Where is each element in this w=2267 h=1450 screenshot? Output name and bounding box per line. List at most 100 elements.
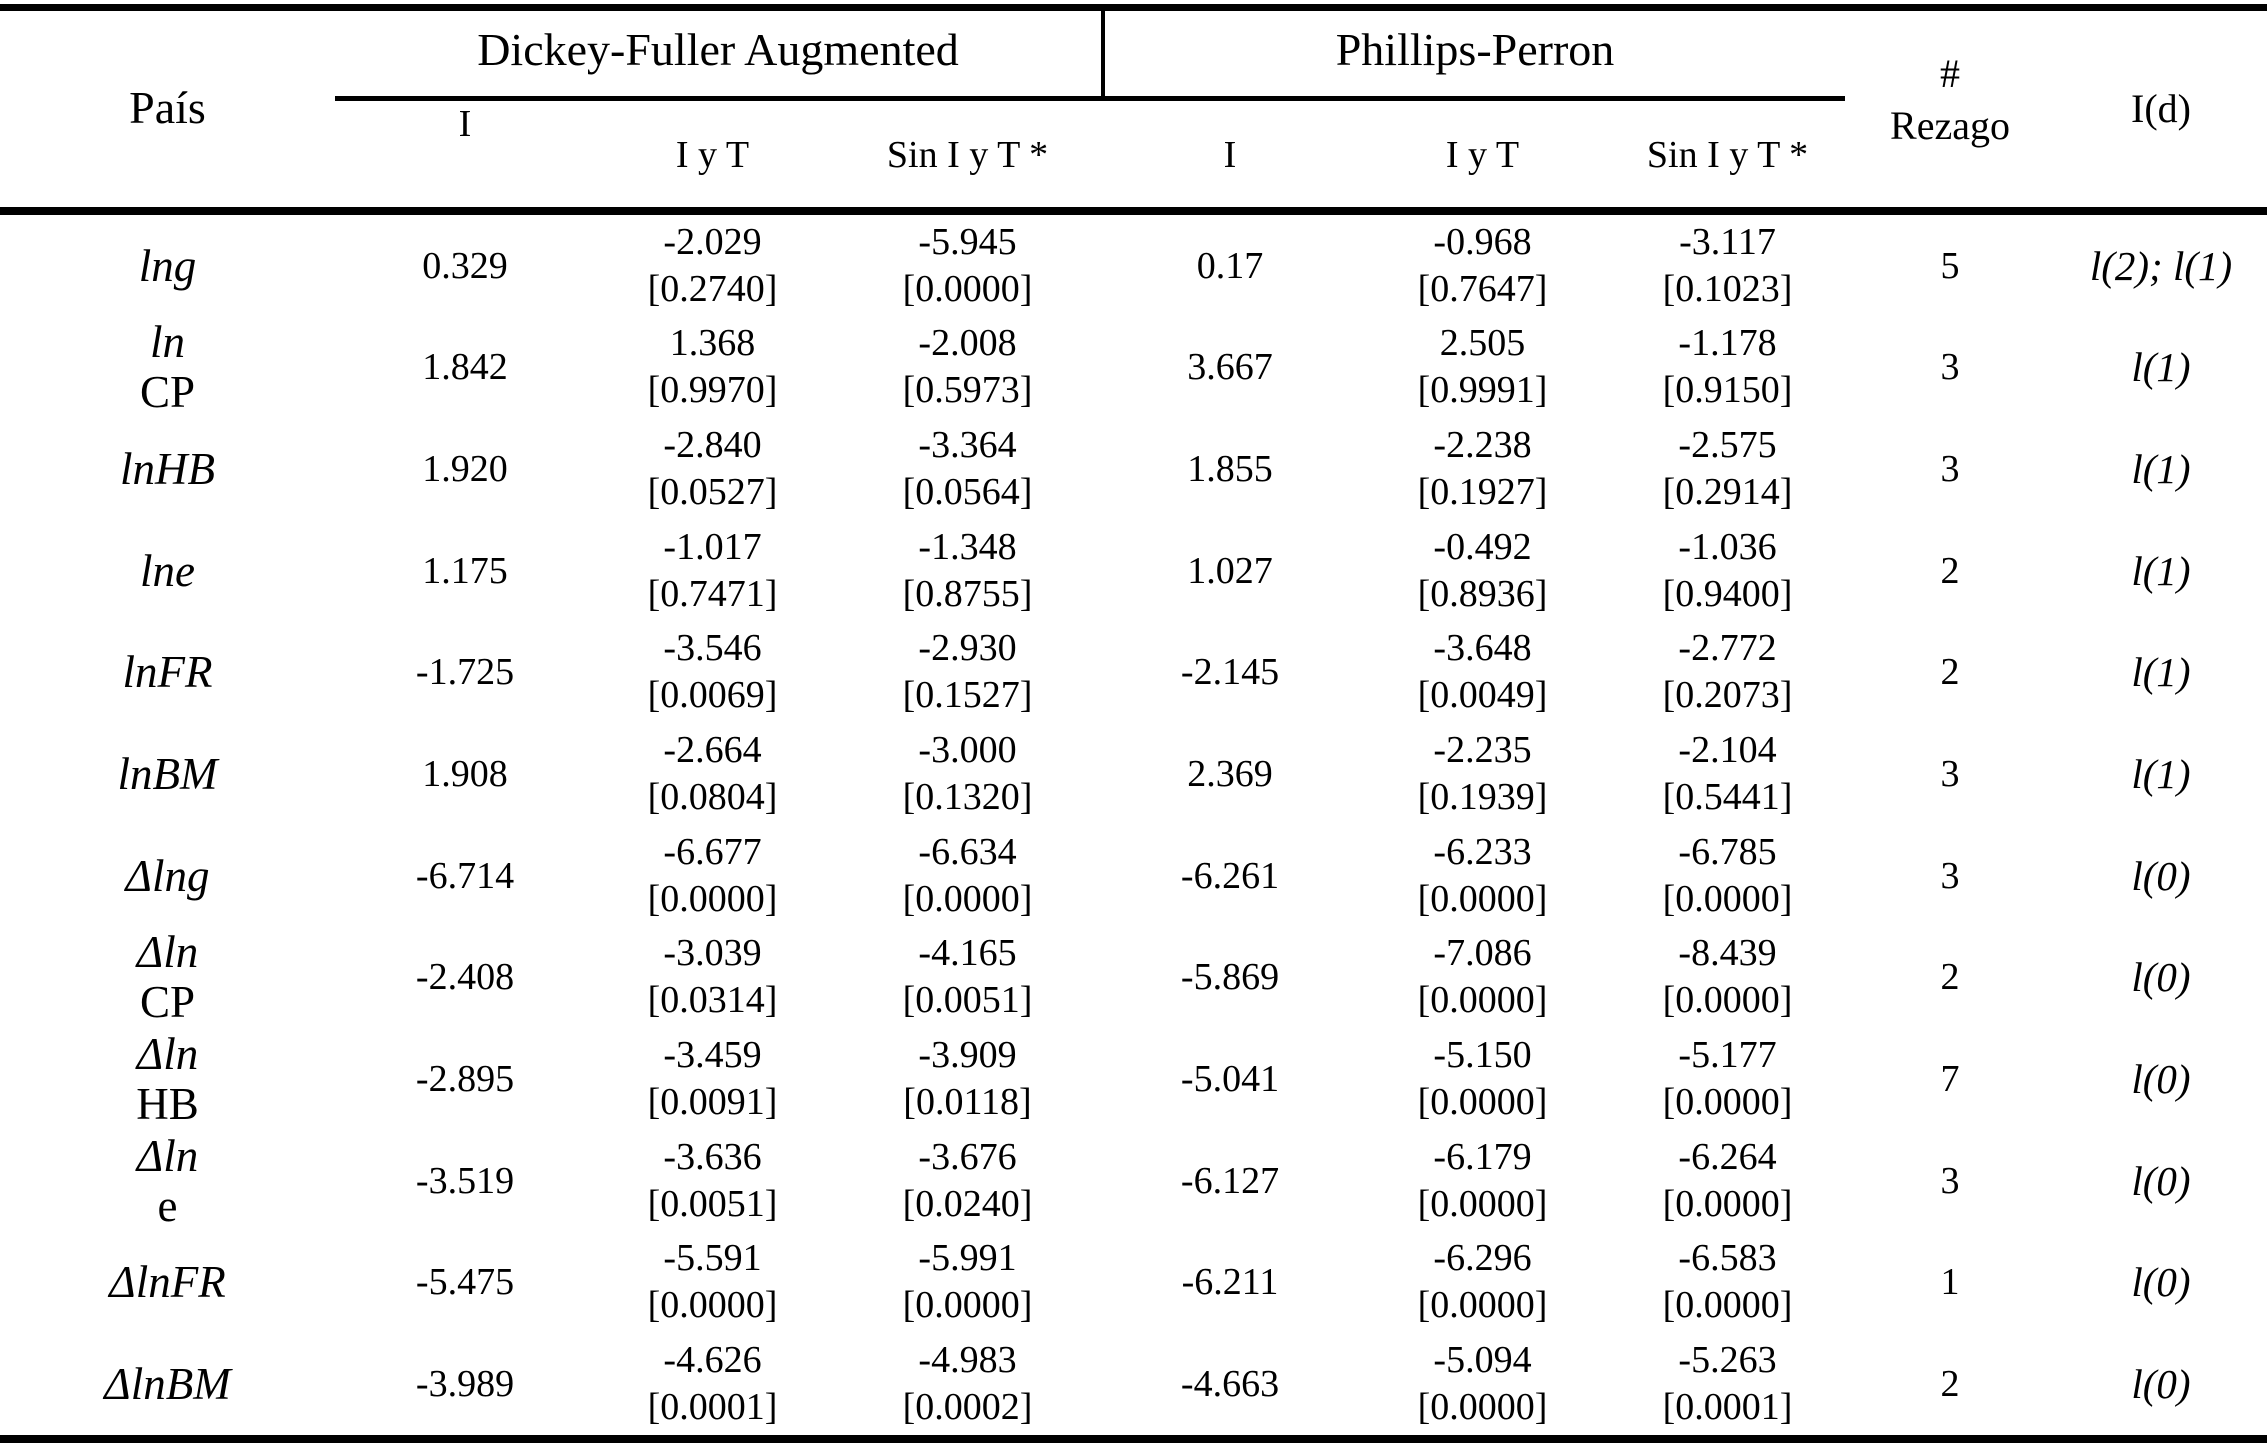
dfa-sin-value: -6.634 [0.0000] bbox=[902, 830, 1033, 920]
dfa-iyt-value: -1.017 [0.7471] bbox=[647, 525, 778, 615]
pp-iyt-value: 2.505 [0.9991] bbox=[1417, 322, 1548, 412]
dfa-iyt-value: -4.626 [0.0001] bbox=[647, 1339, 778, 1429]
row-label: lne bbox=[140, 545, 195, 596]
pp-i-value: -2.145 bbox=[1180, 651, 1280, 694]
dfa-sin-value: -4.983 [0.0002] bbox=[902, 1339, 1033, 1429]
pp-sin-value: -2.575 [0.2914] bbox=[1662, 424, 1793, 514]
pp-i-value: 1.855 bbox=[1187, 448, 1273, 491]
rezago-value: 1 bbox=[1940, 1261, 1960, 1304]
dfa-sin-value: -5.991 [0.0000] bbox=[902, 1237, 1033, 1327]
pp-i-value: -6.261 bbox=[1180, 854, 1280, 897]
id-value: l(0) bbox=[2131, 1259, 2191, 1306]
subheader-dfa-i: I bbox=[458, 103, 472, 145]
pp-i-value: 1.027 bbox=[1187, 549, 1273, 592]
column-header-id: I(d) bbox=[2131, 86, 2191, 131]
rezago-value: 3 bbox=[1940, 753, 1960, 796]
row-label: Δln CP bbox=[136, 927, 199, 1028]
header-bottom-rule bbox=[0, 207, 2267, 215]
subheader-pp-sin: Sin I y T * bbox=[1646, 134, 1809, 176]
pp-sin-value: -1.178 [0.9150] bbox=[1662, 322, 1793, 412]
subheader-dfa-iyt: I y T bbox=[675, 134, 750, 176]
dfa-i-value: -2.408 bbox=[415, 956, 515, 999]
pp-i-value: 2.369 bbox=[1187, 753, 1273, 796]
dfa-i-value: -3.989 bbox=[415, 1363, 515, 1406]
dfa-i-value: -1.725 bbox=[415, 651, 515, 694]
row-label: Δlng bbox=[125, 850, 210, 901]
column-header-pais: País bbox=[129, 82, 206, 133]
rezago-value: 2 bbox=[1940, 651, 1960, 694]
subheader-dfa-sin: Sin I y T * bbox=[886, 134, 1049, 176]
pp-i-value: 3.667 bbox=[1187, 346, 1273, 389]
group-underline bbox=[335, 96, 1845, 101]
id-value: l(1) bbox=[2131, 649, 2191, 696]
pp-iyt-value: -3.648 [0.0049] bbox=[1417, 627, 1548, 717]
dfa-i-value: 1.842 bbox=[422, 346, 508, 389]
dfa-i-value: -5.475 bbox=[415, 1261, 515, 1304]
dfa-sin-value: -4.165 [0.0051] bbox=[902, 932, 1033, 1022]
dfa-i-value: -3.519 bbox=[415, 1159, 515, 1202]
rezago-header-line2: Rezago bbox=[1890, 103, 2010, 148]
dfa-sin-value: -3.676 [0.0240] bbox=[902, 1135, 1033, 1225]
pp-sin-value: -3.117 [0.1023] bbox=[1662, 220, 1793, 310]
dfa-sin-value: -3.364 [0.0564] bbox=[902, 424, 1033, 514]
id-value: l(0) bbox=[2131, 1157, 2191, 1204]
dfa-iyt-value: -6.677 [0.0000] bbox=[647, 830, 778, 920]
pp-iyt-value: -2.238 [0.1927] bbox=[1417, 424, 1548, 514]
row-label: ΔlnBM bbox=[104, 1359, 231, 1410]
pp-iyt-value: -6.296 [0.0000] bbox=[1417, 1237, 1548, 1327]
dfa-sin-value: -3.909 [0.0118] bbox=[903, 1034, 1032, 1124]
dfa-sin-value: -3.000 [0.1320] bbox=[902, 729, 1033, 819]
pp-i-value: -5.041 bbox=[1180, 1058, 1280, 1101]
pp-sin-value: -5.263 [0.0001] bbox=[1662, 1339, 1793, 1429]
rezago-value: 2 bbox=[1940, 1363, 1960, 1406]
dfa-iyt-value: 1.368 [0.9970] bbox=[647, 322, 778, 412]
pp-sin-value: -6.583 [0.0000] bbox=[1662, 1237, 1793, 1327]
pp-i-value: -6.127 bbox=[1180, 1159, 1280, 1202]
rezago-value: 3 bbox=[1940, 854, 1960, 897]
id-value: l(0) bbox=[2131, 852, 2191, 899]
pp-iyt-value: -7.086 [0.0000] bbox=[1417, 932, 1548, 1022]
pp-iyt-value: -2.235 [0.1939] bbox=[1417, 729, 1548, 819]
id-value: l(1) bbox=[2131, 547, 2191, 594]
dfa-iyt-value: -3.546 [0.0069] bbox=[647, 627, 778, 717]
row-label: lng bbox=[138, 240, 197, 291]
pp-iyt-value: -0.968 [0.7647] bbox=[1417, 220, 1548, 310]
pp-sin-value: -1.036 [0.9400] bbox=[1662, 525, 1793, 615]
id-value: l(0) bbox=[2131, 954, 2191, 1001]
row-label: Δln e bbox=[136, 1130, 199, 1231]
id-value: l(0) bbox=[2131, 1056, 2191, 1103]
group-header-dickey-fuller: Dickey-Fuller Augmented bbox=[477, 24, 959, 75]
dfa-iyt-value: -2.664 [0.0804] bbox=[647, 729, 778, 819]
pp-iyt-value: -6.233 [0.0000] bbox=[1417, 830, 1548, 920]
dfa-iyt-value: -5.591 [0.0000] bbox=[647, 1237, 778, 1327]
id-value: l(1) bbox=[2131, 446, 2191, 493]
rezago-value: 3 bbox=[1940, 346, 1960, 389]
subheader-pp-i: I bbox=[1223, 134, 1237, 176]
row-label: lnFR bbox=[122, 647, 213, 698]
dfa-i-value: 1.920 bbox=[422, 448, 508, 491]
id-value: l(2); l(1) bbox=[2089, 242, 2233, 289]
table-bottom-rule bbox=[0, 1435, 2267, 1443]
dfa-i-value: -6.714 bbox=[415, 854, 515, 897]
dfa-sin-value: -2.930 [0.1527] bbox=[902, 627, 1033, 717]
dfa-i-value: 1.908 bbox=[422, 753, 508, 796]
pp-sin-value: -5.177 [0.0000] bbox=[1662, 1034, 1793, 1124]
dfa-sin-value: -5.945 [0.0000] bbox=[902, 220, 1033, 310]
dfa-sin-value: -1.348 [0.8755] bbox=[902, 525, 1033, 615]
id-value: l(1) bbox=[2131, 751, 2191, 798]
row-label: ln CP bbox=[139, 317, 196, 418]
subheader-pp-iyt: I y T bbox=[1445, 134, 1520, 176]
pp-i-value: -5.869 bbox=[1180, 956, 1280, 999]
dfa-sin-value: -2.008 [0.5973] bbox=[902, 322, 1033, 412]
rezago-value: 7 bbox=[1940, 1058, 1960, 1101]
rezago-value: 5 bbox=[1940, 244, 1960, 287]
pp-iyt-value: -5.094 [0.0000] bbox=[1417, 1339, 1548, 1429]
pp-i-value: 0.17 bbox=[1196, 244, 1264, 287]
pp-sin-value: -6.264 [0.0000] bbox=[1662, 1135, 1793, 1225]
group-divider-line bbox=[1101, 11, 1105, 96]
row-label: lnHB bbox=[120, 444, 215, 495]
dfa-i-value: 0.329 bbox=[422, 244, 508, 287]
dfa-iyt-value: -2.029 [0.2740] bbox=[647, 220, 778, 310]
top-rule bbox=[0, 4, 2267, 11]
group-header-phillips-perron: Phillips-Perron bbox=[1335, 24, 1615, 75]
